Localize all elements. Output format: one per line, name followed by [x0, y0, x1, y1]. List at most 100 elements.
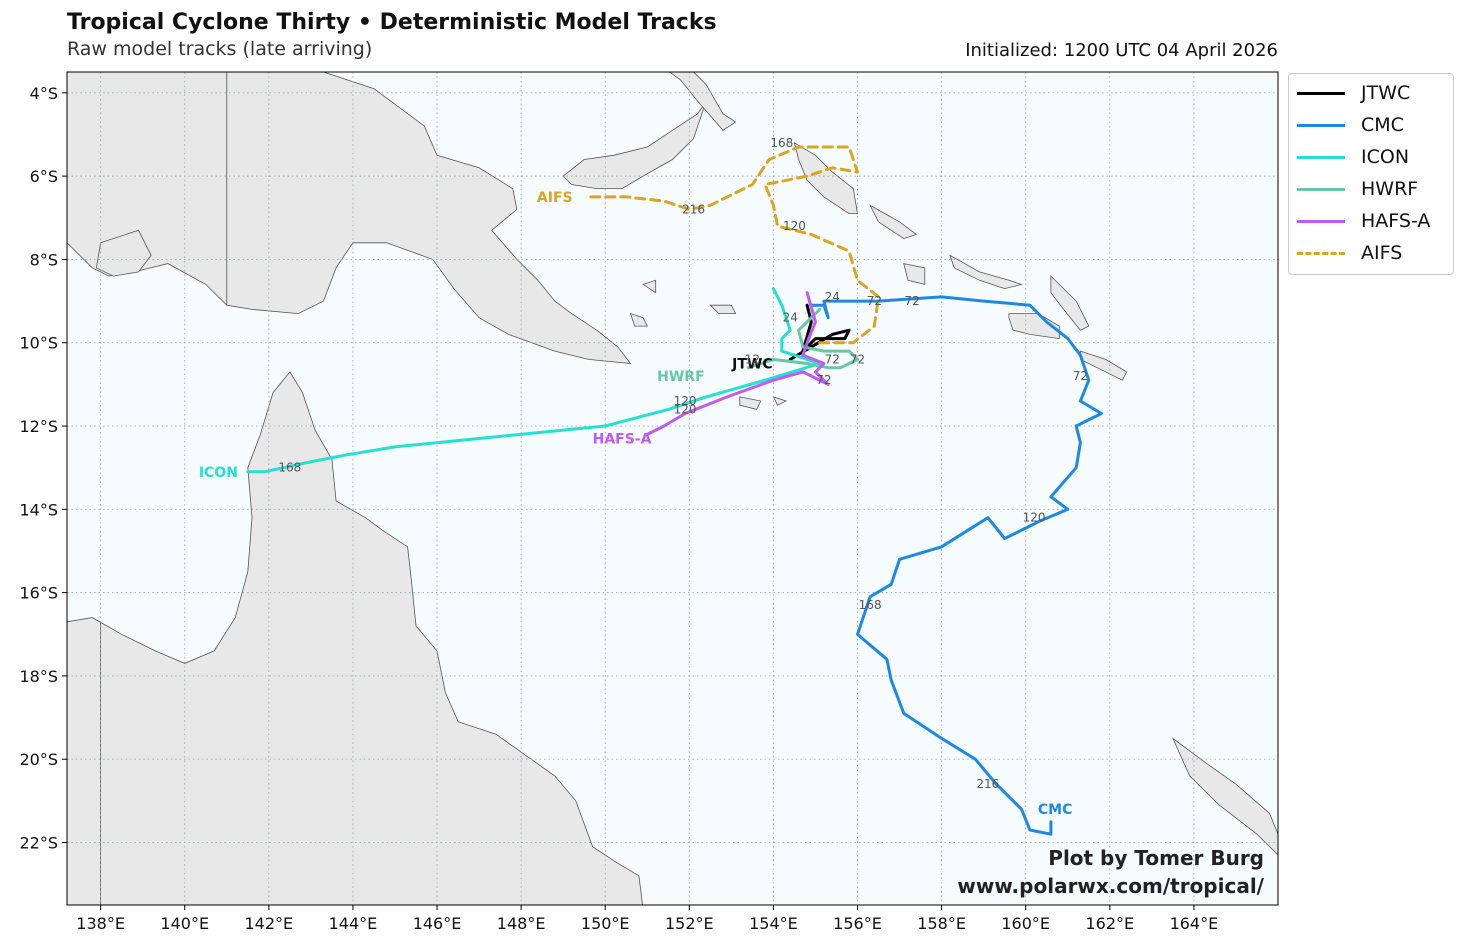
lon-tick-label: 140°E	[160, 914, 209, 933]
land-frederik-hendrik	[95, 229, 152, 277]
land-new-ireland	[669, 72, 737, 131]
lon-tick-label: 150°E	[581, 914, 630, 933]
forecast-hour-label-cmc: 72	[1073, 369, 1088, 383]
legend-item-cmc: CMC	[1297, 112, 1404, 138]
land-rossel	[772, 396, 788, 406]
lon-tick-label: 158°E	[917, 914, 966, 933]
land-new-caledonia	[1171, 737, 1278, 856]
legend-item-jtwc: JTWC	[1297, 80, 1410, 106]
track-hwrf	[746, 307, 859, 370]
forecast-hour-label-aifs: 216	[682, 202, 705, 216]
forecast-hour-label-cmc: 168	[859, 598, 882, 612]
legend-label: ICON	[1361, 146, 1410, 168]
legend-item-hwrf: HWRF	[1297, 176, 1418, 202]
credit-line-1: Plot by Tomer Burg	[1048, 846, 1264, 870]
lon-tick-label: 146°E	[413, 914, 462, 933]
map-frame	[66, 71, 1279, 906]
track-aifs	[586, 145, 880, 345]
lon-tick-label: 144°E	[329, 914, 378, 933]
lon-tick-label: 142°E	[245, 914, 294, 933]
track-end-label-aifs: AIFS	[537, 190, 573, 206]
land-australia	[67, 371, 643, 905]
lat-tick-label: 16°S	[19, 584, 58, 603]
forecast-hour-label-cmc: 216	[976, 777, 999, 791]
lat-tick-label: 12°S	[19, 417, 58, 436]
legend-swatch	[1297, 155, 1345, 159]
lat-tick-label: 8°S	[30, 250, 58, 269]
lat-tick-label: 4°S	[30, 84, 58, 103]
forecast-hour-label-hwrf: 72	[825, 352, 840, 366]
forecast-hour-label-hafs-a: 72	[816, 373, 831, 387]
forecast-hour-label-aifs: 120	[783, 219, 806, 233]
legend-label: CMC	[1361, 114, 1404, 136]
forecast-hour-label-hwrf: 12	[745, 352, 760, 366]
lat-tick-label: 14°S	[19, 500, 58, 519]
track-end-label-cmc: CMC	[1038, 802, 1072, 818]
land-fergusson	[629, 312, 648, 327]
forecast-hour-label-cmc: 120	[1023, 511, 1046, 525]
lon-tick-label: 148°E	[497, 914, 546, 933]
track-end-label-hwrf: HWRF	[657, 369, 705, 385]
track-layer	[246, 145, 1103, 836]
land-louisiade	[739, 396, 762, 410]
legend-swatch	[1297, 187, 1345, 191]
legend-label: HAFS-A	[1361, 210, 1431, 232]
land-trobriand	[642, 279, 657, 294]
legend-label: AIFS	[1361, 242, 1403, 264]
page-title: Tropical Cyclone Thirty • Deterministic …	[67, 10, 717, 35]
page-subtitle: Raw model tracks (late arriving)	[67, 38, 373, 60]
legend-swatch	[1297, 219, 1345, 223]
track-icon	[246, 287, 822, 474]
track-end-label-icon: ICON	[199, 465, 238, 481]
land-santa-isabel	[949, 254, 1023, 290]
axis-layer: 138°E 140°E 142°E 144°E 146°E 148°E 150°E 152°E…	[19, 84, 1218, 933]
lat-tick-label: 6°S	[30, 167, 58, 186]
forecast-hour-label-hafs-a: 24	[783, 311, 798, 325]
land-new-britain	[562, 100, 707, 190]
land-new-georgia	[903, 263, 926, 285]
track-cmc	[809, 295, 1103, 836]
lon-tick-label: 160°E	[1001, 914, 1050, 933]
grid-layer	[67, 72, 1278, 905]
land-layer	[67, 72, 1278, 905]
lon-tick-label: 164°E	[1170, 914, 1219, 933]
land-bougainville	[793, 141, 858, 215]
lat-tick-label: 18°S	[19, 667, 58, 686]
lat-tick-label: 20°S	[19, 750, 58, 769]
legend-swatch	[1297, 91, 1345, 95]
forecast-hour-label-hwrf: 72	[850, 352, 865, 366]
track-end-label-jtwc: JTWC	[731, 357, 772, 373]
credit-url: www.polarwx.com/tropical/	[957, 874, 1264, 898]
land-woodlark	[709, 304, 737, 315]
initialized-time: Initialized: 1200 UTC 04 April 2026	[965, 40, 1278, 61]
forecast-hour-label-aifs: 72	[867, 294, 882, 308]
forecast-hour-label-cmc: 72	[905, 294, 920, 308]
lat-tick-label: 10°S	[19, 334, 58, 353]
lon-tick-label: 156°E	[833, 914, 882, 933]
legend-item-aifs: AIFS	[1297, 240, 1402, 266]
legend: JTWC CMC ICON HWRF HAFS-A AIFS	[1288, 73, 1454, 275]
legend-swatch	[1297, 123, 1345, 127]
lon-tick-label: 154°E	[749, 914, 798, 933]
land-new-guinea	[67, 72, 632, 364]
lon-tick-label: 138°E	[76, 914, 125, 933]
forecast-hour-label-aifs: 168	[770, 136, 793, 150]
legend-swatch	[1297, 251, 1345, 255]
forecast-hour-label-icon: 120	[674, 394, 697, 408]
land-choiseul	[869, 204, 918, 240]
legend-label: HWRF	[1361, 178, 1419, 200]
lon-tick-label: 162°E	[1085, 914, 1134, 933]
forecast-hour-label-cmc: 24	[825, 290, 840, 304]
legend-label: JTWC	[1361, 82, 1411, 104]
forecast-hour-label-hafs-a: 120	[674, 402, 697, 416]
label-layer: JTWC 24 72 72 120 168 216 CMC 120 168 ICON 72 72 12 HW…	[199, 136, 1088, 818]
legend-item-icon: ICON	[1297, 144, 1409, 170]
land-malaita	[1050, 275, 1090, 331]
track-end-label-hafs-a: HAFS-A	[593, 432, 652, 448]
track-hafs-a	[645, 291, 830, 436]
forecast-hour-label-icon: 168	[278, 461, 301, 475]
legend-item-hafs-a: HAFS-A	[1297, 208, 1430, 234]
lat-tick-label: 22°S	[19, 834, 58, 853]
lon-tick-label: 152°E	[665, 914, 714, 933]
